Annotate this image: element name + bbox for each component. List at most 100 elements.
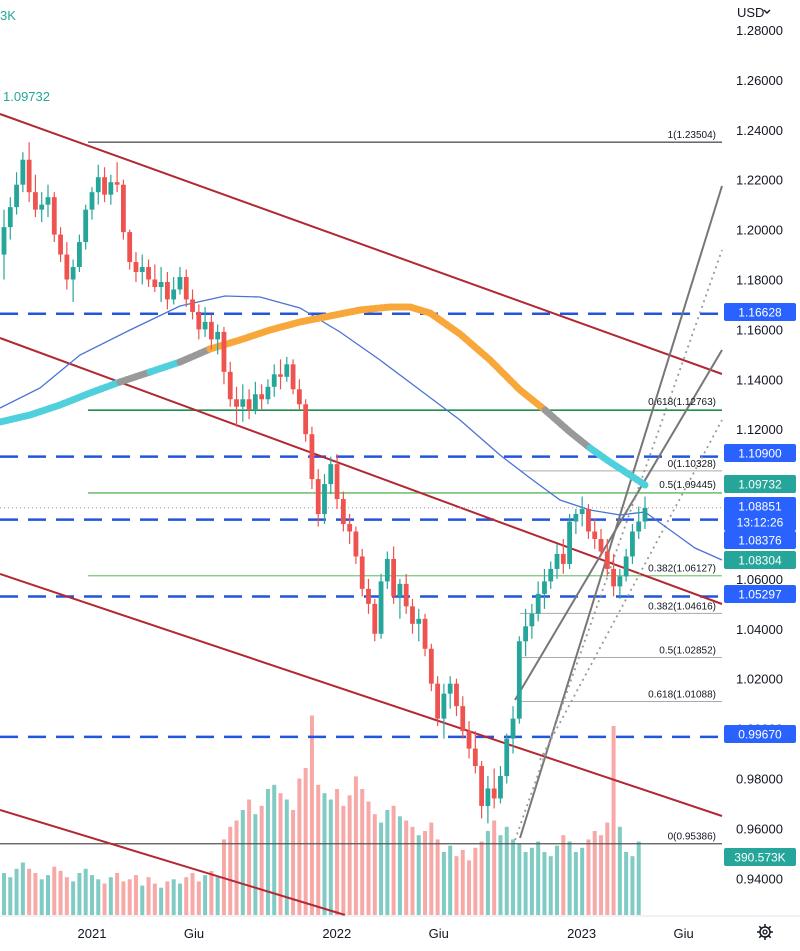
volume-bar [58, 870, 63, 915]
volume-bar [8, 877, 13, 915]
moving-averages [0, 295, 723, 561]
candle-body [164, 281, 170, 300]
price-tag[interactable] [724, 725, 796, 743]
fib-label: 1(1.23504) [668, 130, 716, 141]
volume-bar [253, 814, 258, 915]
price-tags: 1.16628 1.10900 1.09732 1.08851 13:12:26 1.08… [724, 303, 796, 866]
candle-body [516, 641, 522, 719]
candle-body [491, 788, 497, 799]
chevron-down-icon[interactable] [763, 9, 771, 14]
x-tick-label: Giu [184, 926, 204, 941]
volume-bar [272, 784, 277, 915]
volume-bar [372, 814, 377, 915]
candle-body [1, 227, 7, 255]
volume-bar [14, 868, 19, 915]
volume-bar [599, 835, 604, 915]
currency-selector[interactable]: USD [737, 5, 764, 20]
volume-bar [498, 835, 503, 915]
volume-bar [335, 789, 340, 915]
uptrend-line[interactable] [519, 185, 723, 839]
volume-bar [555, 845, 560, 915]
price-tag[interactable] [724, 444, 796, 462]
y-tick-label: 1.24000 [736, 123, 783, 138]
gear-icon[interactable] [757, 924, 773, 940]
price-tag[interactable] [724, 848, 796, 866]
price-tag[interactable] [724, 497, 796, 515]
candle-body [284, 364, 290, 377]
candle-body [95, 177, 101, 193]
candle-body [579, 509, 585, 515]
channel-line[interactable] [0, 809, 346, 916]
candle-body [296, 389, 302, 405]
candle-body [642, 507, 648, 522]
y-tick-label: 0.96000 [736, 821, 783, 836]
volume-bar [410, 826, 415, 915]
channel-line[interactable] [0, 573, 723, 817]
volume-bar [203, 875, 208, 915]
price-tag-label: 1.05297 [738, 588, 782, 602]
price-tag[interactable] [724, 303, 796, 321]
candle-body [139, 267, 145, 273]
volume-bar [284, 799, 289, 915]
candle-body [592, 531, 598, 539]
candle-body [510, 718, 516, 739]
volume-bar [385, 810, 390, 915]
candle-body [45, 197, 51, 205]
price-tag[interactable] [724, 551, 796, 569]
candle-body [422, 618, 428, 649]
ma-blue-line [0, 295, 723, 561]
volume-bar [39, 879, 44, 915]
volume-bar [45, 875, 50, 915]
volume-bar [529, 847, 534, 915]
price-tag[interactable] [724, 475, 796, 493]
y-tick-label: 1.04000 [736, 622, 783, 637]
candle-body [391, 558, 397, 597]
candle-body [598, 538, 604, 552]
price-tag[interactable] [724, 585, 796, 603]
candle-body [560, 553, 566, 564]
uptrend-line[interactable] [514, 249, 723, 841]
candle-body [466, 731, 472, 749]
volume-bar [523, 852, 528, 915]
volume-bar [460, 849, 465, 915]
x-tick-label: 2022 [322, 926, 351, 941]
volume-bar [561, 835, 566, 915]
y-tick-label: 1.14000 [736, 372, 783, 387]
candle-body [171, 289, 177, 300]
volume-bar [404, 820, 409, 915]
candle-body [158, 281, 164, 287]
volume-bar [630, 856, 635, 915]
candle-body [89, 192, 95, 210]
price-tag-label: 390.573K [734, 851, 785, 865]
volume-bar [586, 839, 591, 915]
candle-body [542, 581, 547, 594]
volume-bar [485, 831, 490, 915]
volume-bar [617, 826, 622, 915]
channel-line[interactable] [0, 113, 723, 375]
candle-body [221, 331, 227, 372]
candle-body [447, 683, 453, 694]
volume-bar [140, 885, 145, 915]
candle-body [485, 788, 491, 806]
volume-bar [259, 805, 264, 915]
candle-body [403, 583, 409, 607]
candle-body [428, 648, 434, 684]
candle-body [190, 299, 195, 312]
volume-bar [146, 877, 151, 915]
volume-bar [467, 860, 472, 915]
volume-bar [2, 873, 6, 915]
ma-thick-line [0, 378, 124, 426]
volume-bar [479, 841, 484, 915]
volume-bar [511, 839, 516, 915]
fib-label: 0.5(1.02852) [659, 645, 716, 656]
uptrend-line[interactable] [514, 349, 723, 701]
uptrend-line[interactable] [539, 419, 723, 761]
volume-bar [548, 856, 553, 915]
volume-bar [165, 881, 170, 915]
price-tag[interactable] [724, 513, 796, 531]
candle-body [183, 277, 189, 300]
price-tag[interactable] [724, 531, 796, 549]
candle-body [359, 556, 365, 589]
volume-bar [127, 879, 132, 915]
